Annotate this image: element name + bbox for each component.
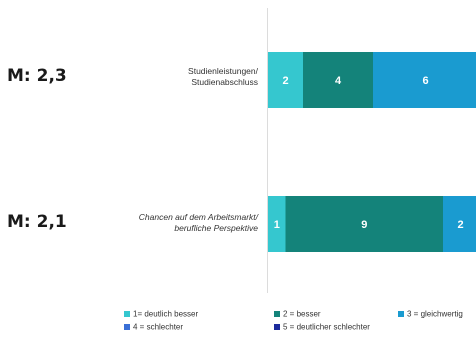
bar-segment-0-2 (373, 52, 476, 108)
category-label-1: Chancen auf dem Arbeitsmarkt/ berufliche… (58, 212, 258, 234)
bar-segment-0-1 (303, 52, 373, 108)
bar-value-label-0-2: 6 (422, 75, 428, 87)
legend-swatch-3 (398, 310, 404, 317)
category-label-0: Studienleistungen/ Studienabschluss (58, 66, 258, 88)
mean-label-0: M: 2,3 (7, 66, 67, 86)
bar-value-label-1-2: 2 (457, 219, 463, 231)
legend-label-2: 2 = besser (283, 309, 321, 319)
category-label-0-line-1: Studienleistungen/ (188, 66, 258, 76)
legend-item-3: 3 = gleichwertig (398, 309, 463, 318)
legend-item-1: 1= deutlich besser (124, 309, 198, 318)
bar-value-label-0-1: 4 (335, 75, 342, 87)
bar-value-label-1-1: 9 (361, 219, 367, 231)
legend-item-4: 4 = schlechter (124, 322, 183, 331)
category-label-1-line-2: berufliche Perspektive (174, 223, 258, 233)
mean-label-1: M: 2,1 (7, 212, 67, 232)
chart-legend: 1= deutlich besser 2 = besser 3 = gleich… (124, 309, 476, 337)
legend-label-5: 5 = deutlicher schlechter (283, 322, 370, 332)
legend-label-4: 4 = schlechter (133, 322, 184, 332)
category-label-0-line-2: Studienabschluss (191, 77, 258, 87)
legend-label-1: 1= deutlich besser (133, 309, 199, 319)
legend-item-2: 2 = besser (274, 309, 321, 318)
bar-segment-1-0 (268, 196, 286, 252)
legend-label-3: 3 = gleichwertig (407, 309, 463, 319)
legend-item-5: 5 = deutlicher schlechter (274, 322, 370, 331)
category-label-1-line-1: Chancen auf dem Arbeitsmarkt/ (138, 212, 258, 222)
bar-value-label-1-0: 1 (274, 219, 280, 231)
bar-segment-0-0 (268, 52, 303, 108)
bars-layer: 2 4 6 1 9 2 (268, 52, 476, 252)
legend-swatch-5 (274, 323, 280, 330)
bar-segment-1-1 (285, 196, 443, 252)
bar-value-label-0-0: 2 (282, 75, 288, 87)
legend-swatch-1 (124, 310, 130, 317)
legend-swatch-2 (274, 310, 280, 317)
bar-segment-1-2 (443, 196, 476, 252)
legend-swatch-4 (124, 323, 130, 330)
